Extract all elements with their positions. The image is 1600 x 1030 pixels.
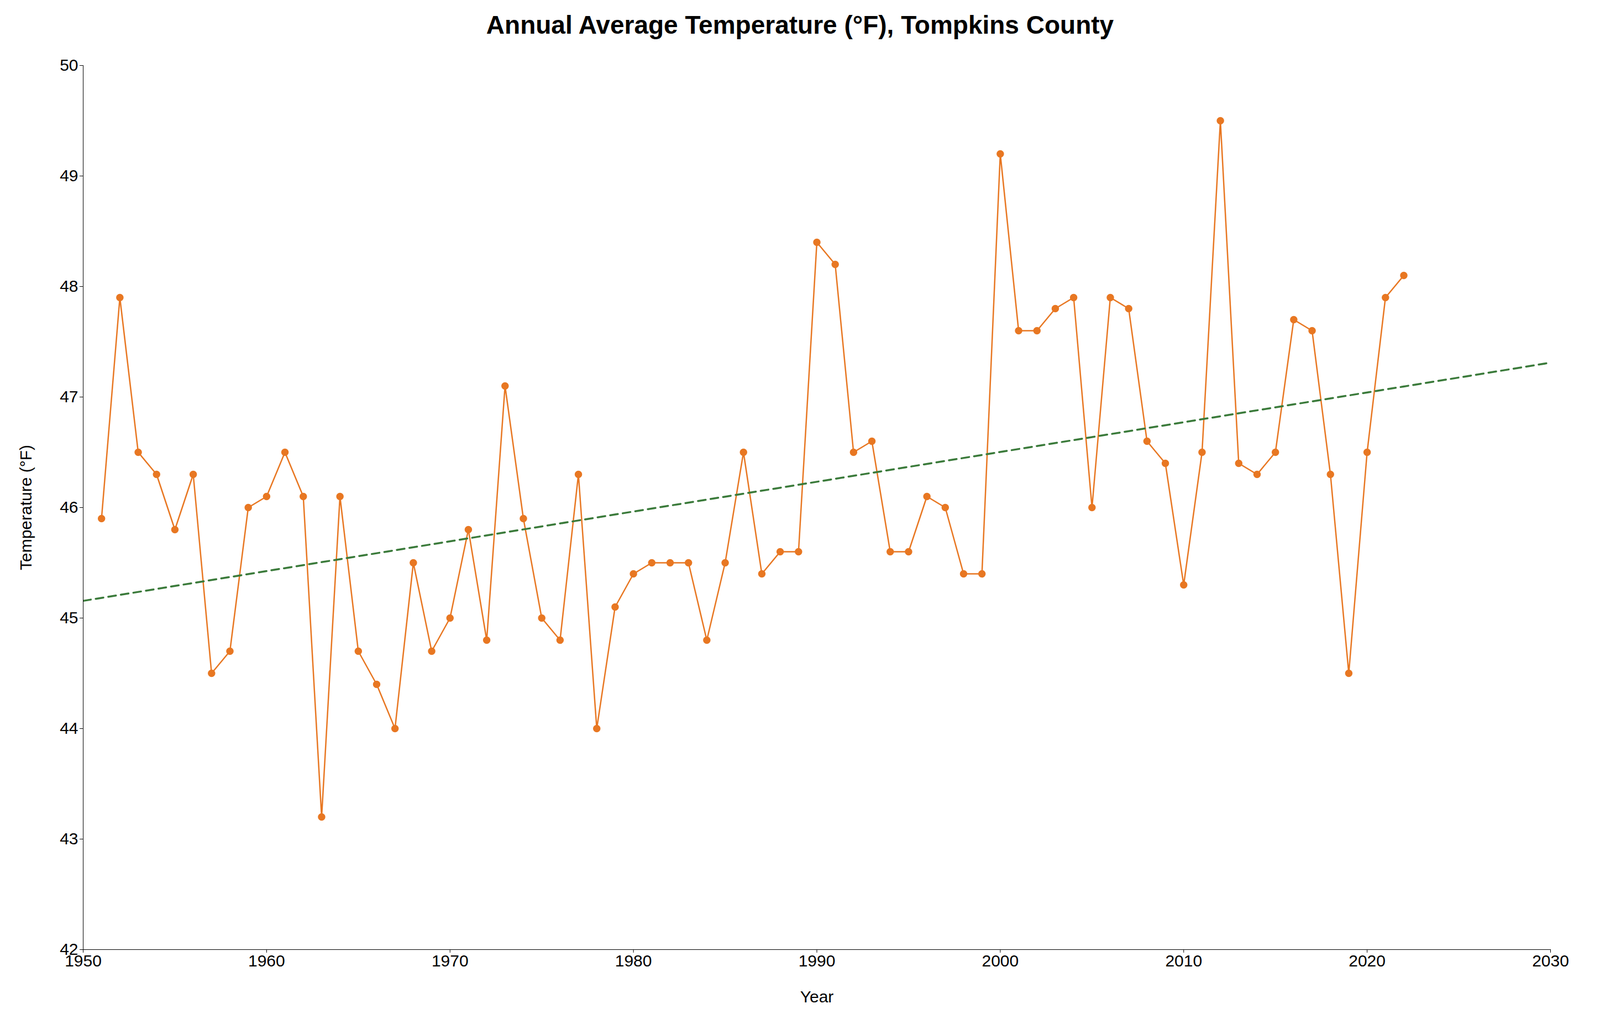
svg-text:47: 47 [59, 387, 78, 406]
svg-text:42: 42 [59, 940, 79, 959]
svg-text:1970: 1970 [431, 951, 469, 970]
svg-text:50: 50 [59, 55, 78, 75]
svg-text:2000: 2000 [982, 951, 1020, 970]
svg-text:1960: 1960 [248, 951, 286, 970]
svg-text:2030: 2030 [1532, 951, 1570, 970]
svg-text:45: 45 [59, 608, 78, 627]
svg-text:2020: 2020 [1348, 951, 1386, 970]
svg-text:2010: 2010 [1165, 951, 1203, 970]
svg-text:1990: 1990 [798, 951, 836, 970]
svg-text:49: 49 [59, 166, 78, 185]
svg-text:46: 46 [59, 497, 78, 517]
svg-text:Year: Year [800, 987, 834, 1006]
svg-text:48: 48 [59, 276, 78, 296]
svg-text:1980: 1980 [615, 951, 653, 970]
svg-text:44: 44 [59, 719, 78, 738]
html-text:Annual Average Temperature (°F: Annual Average Temperature (°F), Tompkin… [486, 10, 1114, 40]
svg-text:1950: 1950 [64, 951, 102, 970]
svg-text:43: 43 [59, 829, 78, 848]
svg-text:Temperature (°F): Temperature (°F) [16, 444, 35, 571]
